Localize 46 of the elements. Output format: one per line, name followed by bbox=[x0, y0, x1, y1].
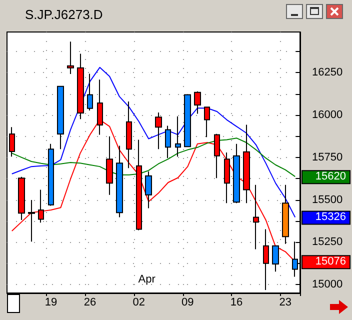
candlestick bbox=[145, 170, 152, 209]
candlestick bbox=[243, 124, 250, 204]
candlestick bbox=[67, 41, 74, 75]
candlestick bbox=[233, 143, 240, 204]
y-tick-label: 15500 bbox=[312, 194, 343, 206]
candlestick bbox=[9, 126, 15, 158]
candlestick bbox=[272, 245, 279, 272]
candlestick bbox=[28, 199, 35, 242]
text: 15076 bbox=[315, 256, 346, 268]
text: 15620 bbox=[315, 170, 346, 183]
candlestick bbox=[38, 189, 44, 224]
candlestick bbox=[194, 90, 201, 114]
text: 15326 bbox=[315, 211, 346, 224]
candlestick bbox=[77, 53, 84, 120]
candlestick bbox=[136, 139, 142, 231]
candlestick bbox=[165, 125, 171, 159]
x-tick-label: 19 bbox=[44, 296, 58, 308]
chart-title: S.JP.J6273.D bbox=[25, 7, 103, 22]
candlestick bbox=[175, 116, 181, 158]
candlestick bbox=[116, 145, 123, 218]
candlestick bbox=[87, 73, 93, 111]
y-tick-label: 16000 bbox=[312, 109, 343, 122]
line-series bbox=[11, 138, 296, 178]
x-tick-label: 09 bbox=[182, 296, 194, 308]
candlestick bbox=[253, 184, 259, 250]
x-tick-label: 23 bbox=[279, 296, 292, 308]
line-series bbox=[11, 66, 296, 218]
y-tick-label: 16250 bbox=[312, 66, 343, 79]
candlestick bbox=[57, 86, 64, 150]
annotation: Apr bbox=[138, 274, 156, 286]
candlestick bbox=[282, 184, 289, 244]
candlestick bbox=[204, 106, 210, 138]
candlestick bbox=[155, 112, 162, 150]
candlestick bbox=[184, 94, 191, 148]
y-tick-label: 15000 bbox=[312, 278, 343, 291]
candlestick bbox=[263, 228, 269, 290]
candlestick bbox=[48, 143, 54, 206]
candlestick bbox=[224, 152, 230, 204]
y-tick-label: 15250 bbox=[312, 236, 343, 248]
candlestick bbox=[214, 133, 220, 179]
x-tick-label: 02 bbox=[132, 296, 145, 308]
y-tick-label: 15750 bbox=[312, 151, 343, 164]
candlestick bbox=[106, 136, 113, 196]
x-tick-label: 16 bbox=[230, 296, 243, 308]
candlestick bbox=[18, 176, 25, 220]
x-tick-label: 26 bbox=[84, 296, 96, 308]
